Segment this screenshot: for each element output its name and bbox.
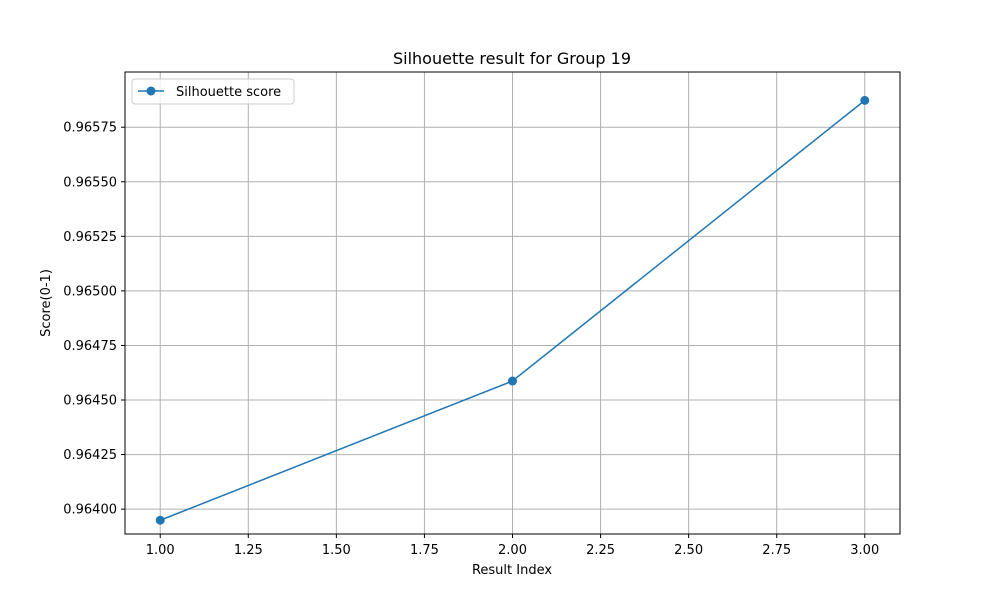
data-point (155, 515, 165, 525)
x-axis-label: Result Index (472, 563, 552, 578)
x-axis-ticks: 1.00 1.25 1.50 1.75 2.00 2.25 2.50 2.75 3.00 (146, 534, 879, 558)
y-tick-label: 0.96425 (63, 448, 117, 463)
legend-box (131, 78, 295, 105)
chart-title: Silhouette result for Group 19 (393, 49, 631, 68)
x-tick-label: 1.75 (410, 543, 439, 558)
x-tick-label: 1.50 (322, 543, 351, 558)
legend-series-name: Silhouette score (176, 85, 281, 100)
y-tick-label: 0.96575 (63, 121, 117, 136)
y-tick-label: 0.96475 (63, 339, 117, 354)
y-axis-label: Score(0-1) (39, 269, 54, 337)
x-tick-label: 2.00 (498, 543, 527, 558)
x-tick-label: 2.25 (586, 543, 615, 558)
y-axis-ticks: 0.96400 0.96425 0.96450 0.96475 0.96500 0.965… (63, 121, 125, 518)
y-tick-label: 0.96525 (63, 230, 117, 245)
legend-series-marker (146, 86, 156, 96)
x-tick-label: 3.00 (850, 543, 879, 558)
y-tick-label: 0.96450 (63, 394, 117, 409)
series-layer (155, 95, 870, 525)
y-tick-label: 0.96400 (63, 503, 117, 518)
legend: Silhouette score (131, 78, 295, 105)
x-tick-label: 2.75 (762, 543, 791, 558)
x-tick-label: 1.00 (146, 543, 175, 558)
data-point (860, 95, 870, 105)
grid (125, 72, 900, 534)
x-tick-label: 2.50 (674, 543, 703, 558)
x-tick-label: 1.25 (234, 543, 263, 558)
y-tick-label: 0.96500 (63, 284, 117, 299)
data-point (508, 376, 517, 386)
y-tick-label: 0.96550 (63, 175, 117, 190)
